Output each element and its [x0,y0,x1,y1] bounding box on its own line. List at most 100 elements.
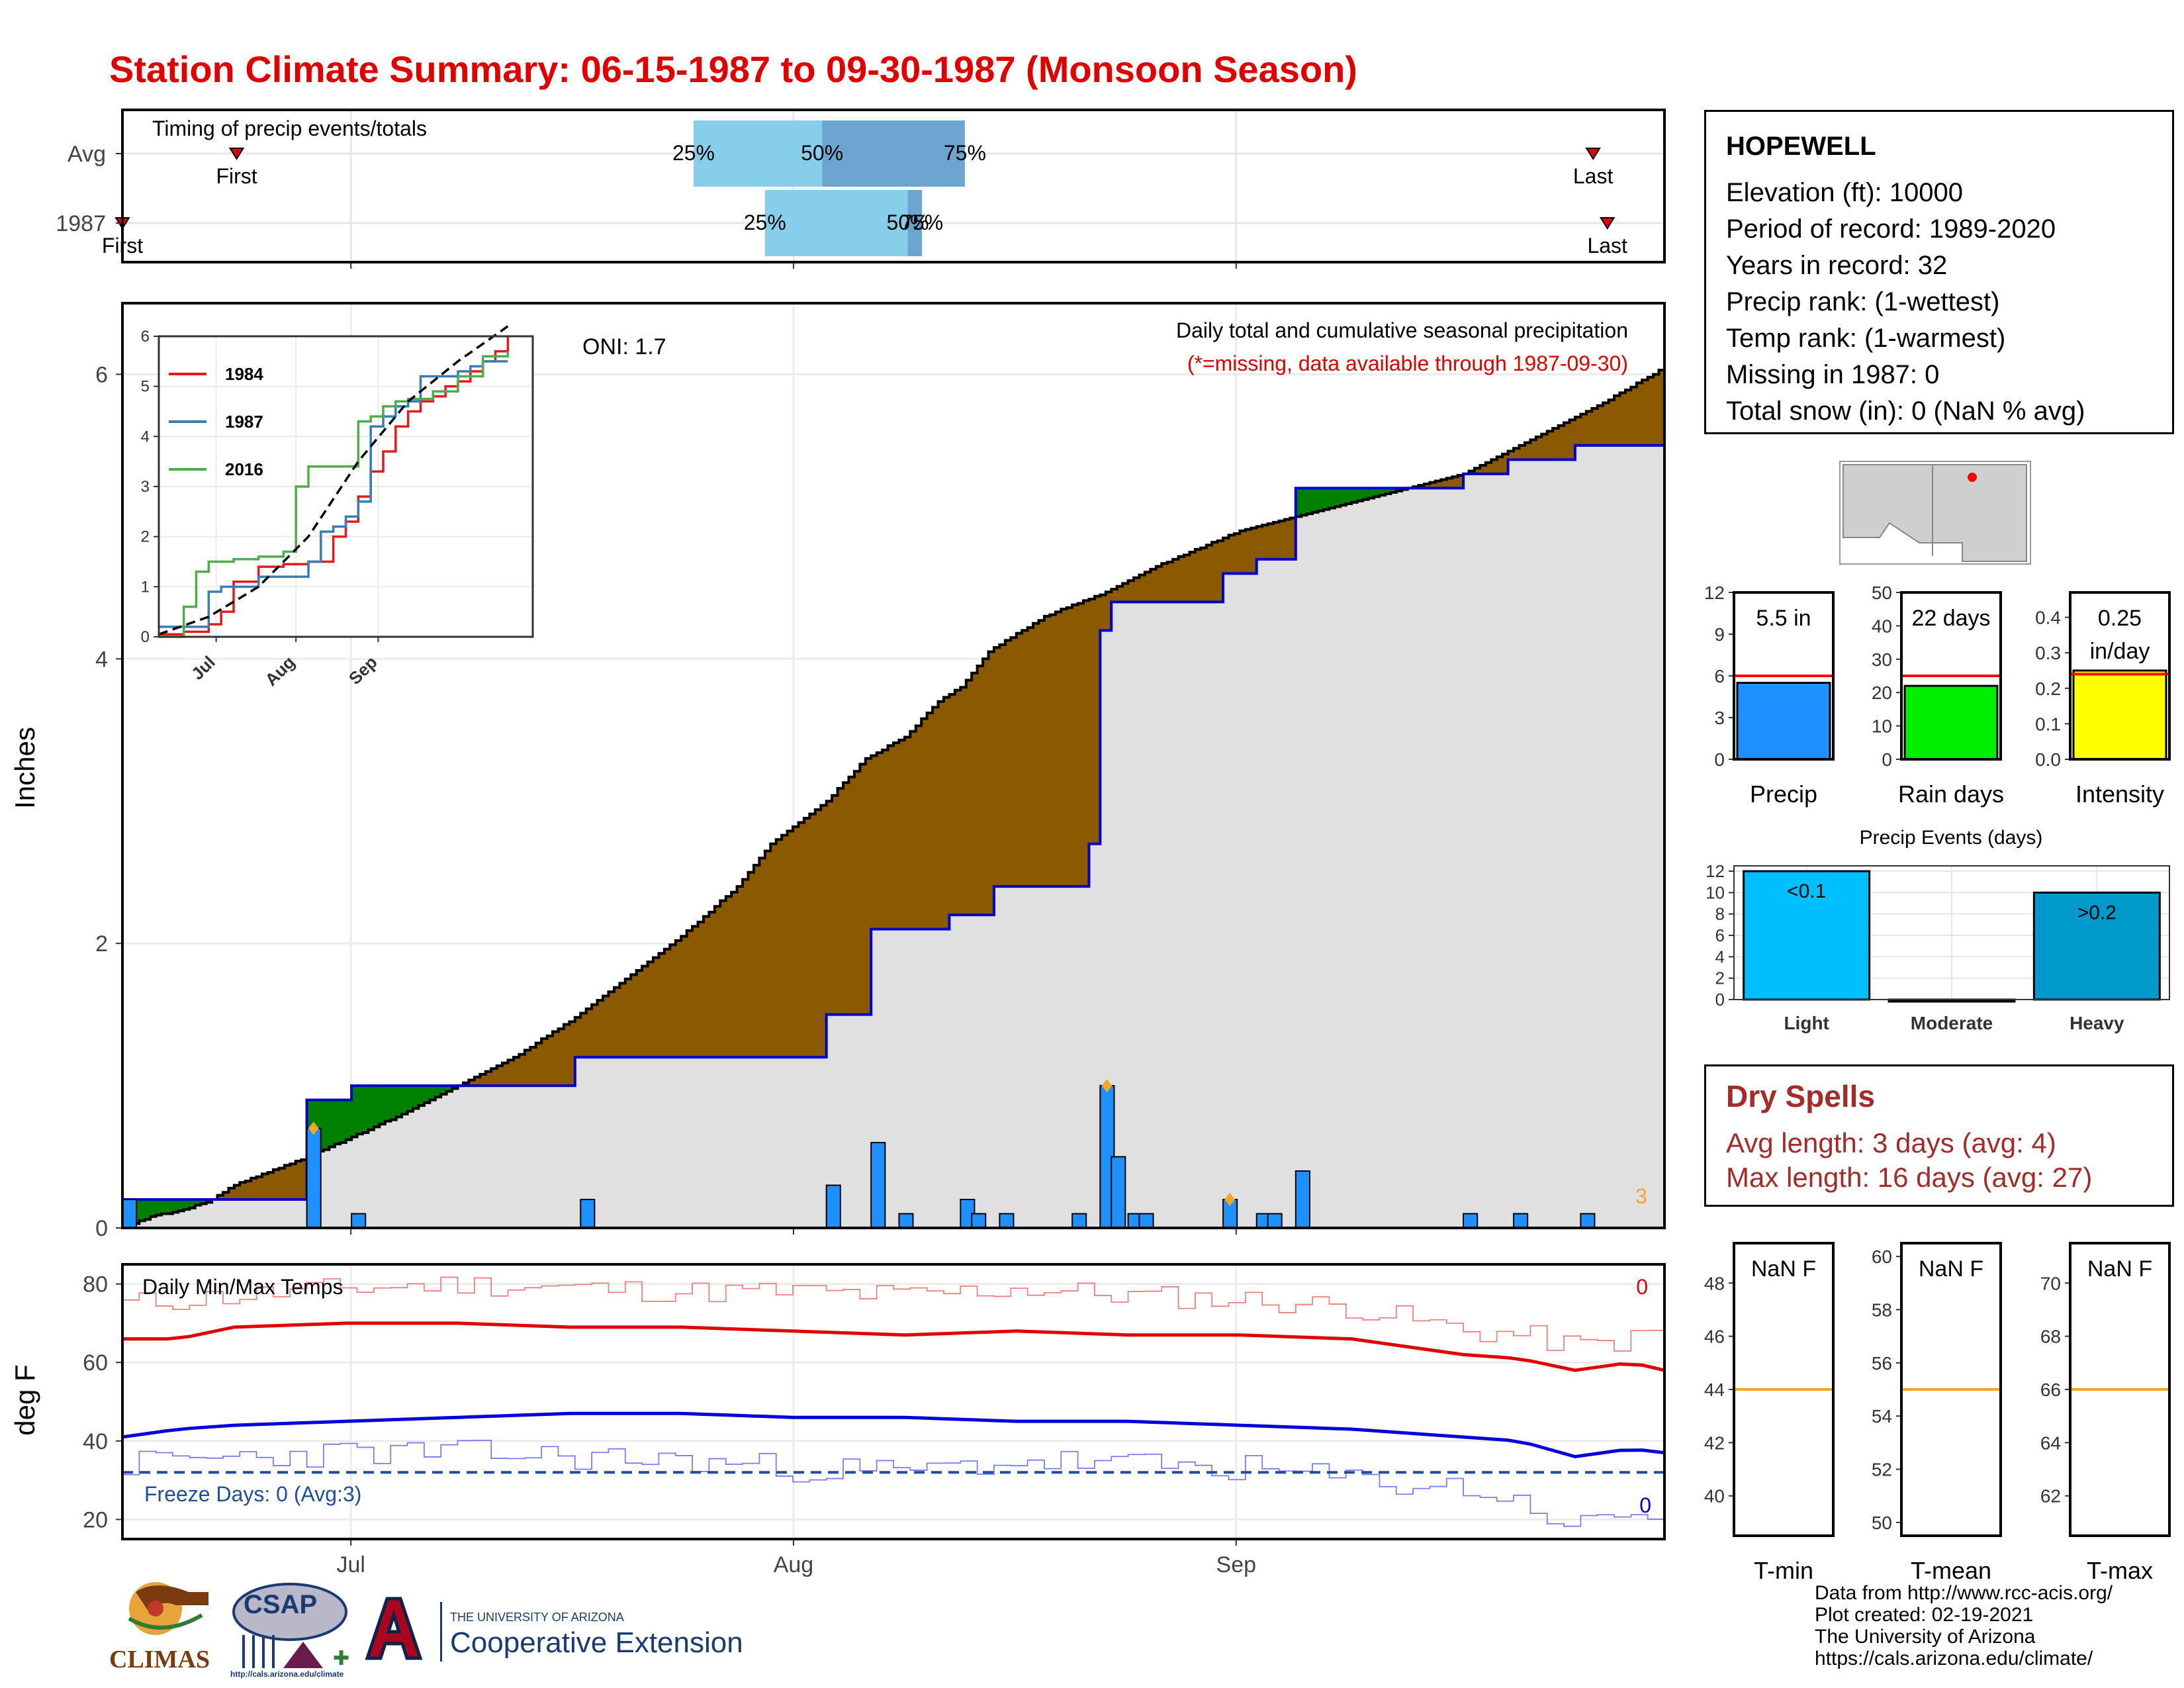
precip-base-area [1502,473,1509,1228]
precip-deficit-area [502,1062,509,1086]
precip-deficit-area [1530,440,1537,460]
tmean-y-tick-label: 54 [1872,1406,1892,1427]
credits: Data from http://www.rcc-acis.org/ Plot … [1815,1582,2113,1669]
precip-base-area [1111,602,1118,1228]
precip-deficit-area [854,771,860,1015]
precip-deficit-area [1206,545,1212,602]
precip-base-area [821,1057,827,1228]
precip-deficit-area [1144,572,1151,602]
precip-deficit-area [262,1174,269,1200]
precip-deficit-area [284,1165,291,1200]
precip-base-area [424,1102,430,1228]
precip-deficit-area [1418,485,1425,489]
precip-deficit-area [1535,437,1542,460]
precip-deficit-area [681,936,688,1058]
precip-base-area [1262,559,1269,1228]
tmean-y-tick-label: 52 [1872,1460,1892,1480]
precip-deficit-area [1553,428,1559,460]
csap-cloud-icon: ✚ [232,1583,349,1668]
precip-deficit-area [234,1185,240,1200]
precip-base-area [592,1057,598,1228]
tmean-axis-label: T-mean [1911,1557,1991,1584]
precip-base-area [988,915,995,1228]
precip-deficit-area [636,970,643,1058]
precip-daily-bar [1295,1170,1310,1229]
precip-deficit-area [1653,374,1660,445]
precip-surplus-area [396,1086,402,1117]
tmax-value-label: NaN F [2087,1256,2152,1282]
precip-deficit-area [731,892,738,1058]
temp-y-tick-label: 40 [83,1429,108,1454]
precip-base-area [1457,488,1464,1228]
precip-base-area [1558,459,1565,1228]
tmean-y-tick-label: 56 [1872,1353,1892,1374]
precip-surplus-area [1379,488,1386,496]
tmin-y-tick-label: 46 [1704,1327,1725,1347]
tmean-border [1900,1242,2002,1537]
temp-avg-min-line [122,1411,1665,1459]
precip-base-area [1279,559,1285,1228]
precip-base-area [1452,488,1459,1228]
precip-base-area [558,1086,565,1228]
precip-deficit-area [1027,628,1034,887]
precip-base-area [1441,488,1447,1228]
precip-deficit-area [273,1169,279,1200]
credit-university: The University of Arizona [1815,1626,2036,1648]
precip-base-area [1485,473,1492,1228]
precip-deficit-area [1050,614,1056,887]
precip_total-value-label: 5.5 in [1756,606,1811,631]
precip-surplus-area [1390,488,1397,492]
precip-deficit-area [480,1074,486,1086]
precip-base-area [189,1207,196,1228]
precip-deficit-area [1201,547,1207,602]
precip-deficit-area [1474,468,1481,474]
precip-deficit-area [519,1054,525,1086]
precip-deficit-area [659,953,665,1058]
precip-base-area [809,1057,816,1228]
temp-daily-min-line [122,1439,1665,1527]
precip-base-area [893,929,900,1228]
precip-base-area [1295,516,1302,1228]
precip-base-area [933,929,939,1228]
credit-data-source: Data from http://www.rcc-acis.org/ [1815,1582,2113,1604]
precip-deficit-area [1189,552,1196,602]
precip-surplus-area [178,1199,185,1211]
precip-surplus-area [1334,488,1341,507]
precip-deficit-area [787,831,794,1058]
precip-base-area [1614,445,1621,1228]
temp-panel-title: Daily Min/Max Temps [142,1275,343,1299]
station-location-marker [1968,473,1977,482]
precip-base-area [1273,559,1280,1228]
precip-base-area [1374,496,1381,1228]
precip-base-area [714,1057,721,1228]
precip-deficit-area [524,1050,531,1086]
precip-base-area [323,1149,330,1228]
precip-y-axis-label: Inches [9,727,40,809]
intensity-value-unit: in/day [2090,639,2150,664]
precip-base-area [245,1199,251,1228]
precip-deficit-area [1647,377,1654,445]
precip-deficit-area [1284,519,1291,559]
precip-base-area [161,1213,168,1228]
precip-base-area [267,1199,274,1228]
precip-deficit-area [1234,534,1241,574]
precip-base-area [206,1202,212,1228]
precip-base-area [1340,505,1347,1228]
precip-daily-bar [898,1213,914,1229]
events-bar-label: >0.2 [2077,902,2116,923]
precip-surplus-area [1324,488,1330,510]
precip-base-area [1418,488,1425,1228]
precip-base-area [357,1134,363,1228]
rain_days-bar [1903,684,1999,761]
tmax-y-tick-label: 66 [2040,1380,2061,1400]
timing-row-label: 1987 [56,211,106,236]
temp-x-tick-label: Jul [336,1552,365,1577]
precip-base-area [1267,559,1274,1228]
precip-daily-bar [971,1213,987,1229]
precip-deficit-area [1485,462,1492,474]
precip-base-area [1050,886,1056,1228]
precip-deficit-area [553,1031,559,1086]
precip-daily-bar [870,1142,886,1229]
precip-base-area [217,1199,224,1228]
intensity-value-label: 0.25 [2098,606,2142,631]
